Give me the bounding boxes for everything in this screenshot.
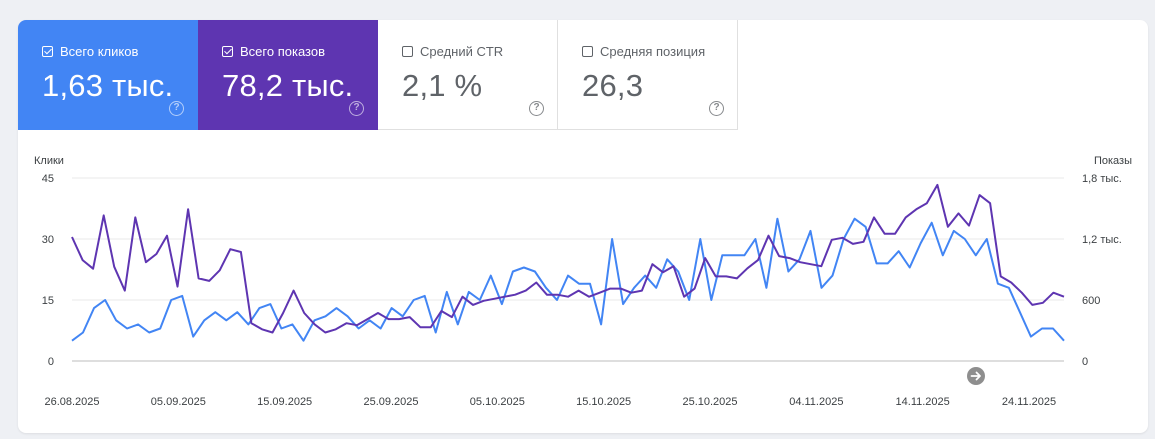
x-tick-label: 05.10.2025 bbox=[470, 396, 525, 408]
tile-label: Всего кликов bbox=[60, 44, 139, 59]
tile-header: Средняя позиция bbox=[582, 44, 705, 59]
left-tick-label: 45 bbox=[42, 173, 54, 185]
left-tick-label: 15 bbox=[42, 295, 54, 307]
tile-value: 78,2 тыс. bbox=[222, 68, 354, 103]
right-tick-label: 600 bbox=[1082, 295, 1100, 307]
x-tick-label: 15.09.2025 bbox=[257, 396, 312, 408]
grid-lines bbox=[72, 177, 1064, 362]
help-icon[interactable]: ? bbox=[169, 101, 184, 116]
checkbox-checked-icon[interactable] bbox=[42, 46, 53, 57]
checkbox-unchecked-icon[interactable] bbox=[582, 46, 593, 57]
tile-total-clicks[interactable]: Всего кликов 1,63 тыс. ? bbox=[18, 20, 198, 130]
tile-value: 26,3 bbox=[582, 68, 644, 103]
x-tick-label: 25.10.2025 bbox=[682, 396, 737, 408]
help-icon[interactable]: ? bbox=[529, 101, 544, 116]
tile-average-ctr[interactable]: Средний CTR 2,1 % ? bbox=[378, 20, 558, 130]
x-tick-label: 25.09.2025 bbox=[363, 396, 418, 408]
left-axis-ticks: 45 30 15 0 bbox=[42, 173, 54, 368]
performance-card: Всего кликов 1,63 тыс. ? Всего показов 7… bbox=[18, 20, 1148, 433]
checkbox-unchecked-icon[interactable] bbox=[402, 46, 413, 57]
help-icon[interactable]: ? bbox=[349, 101, 364, 116]
help-icon[interactable]: ? bbox=[709, 101, 724, 116]
tile-header: Средний CTR bbox=[402, 44, 503, 59]
tile-label: Всего показов bbox=[240, 44, 325, 59]
left-tick-label: 30 bbox=[42, 234, 54, 246]
x-tick-label: 05.09.2025 bbox=[151, 396, 206, 408]
x-tick-label: 26.08.2025 bbox=[44, 396, 99, 408]
tile-total-impressions[interactable]: Всего показов 78,2 тыс. ? bbox=[198, 20, 378, 130]
left-tick-label: 0 bbox=[48, 356, 54, 368]
x-axis-ticks: 26.08.2025 05.09.2025 15.09.2025 25.09.2025… bbox=[44, 396, 1056, 408]
right-axis-title: Показы bbox=[1094, 155, 1132, 167]
right-tick-label: 0 bbox=[1082, 356, 1088, 368]
left-axis-title: Клики bbox=[34, 155, 64, 167]
metric-tiles: Всего кликов 1,63 тыс. ? Всего показов 7… bbox=[18, 20, 738, 130]
right-axis-ticks: 1,8 тыс. 1,2 тыс. 600 0 bbox=[1082, 173, 1122, 368]
x-tick-label: 15.10.2025 bbox=[576, 396, 631, 408]
performance-chart: Клики Показы 45 30 15 0 1,8 тыс. 1,2 тыс. 600… bbox=[34, 155, 1132, 408]
tile-label: Средний CTR bbox=[420, 44, 504, 59]
right-tick-label: 1,2 тыс. bbox=[1082, 234, 1122, 246]
clicks-series-line bbox=[71, 217, 1065, 342]
checkbox-checked-icon[interactable] bbox=[222, 46, 233, 57]
tile-label: Средняя позиция bbox=[600, 44, 706, 59]
tile-value: 1,63 тыс. bbox=[42, 68, 174, 103]
x-tick-label: 24.11.2025 bbox=[1002, 396, 1056, 408]
tile-header: Всего показов bbox=[222, 44, 325, 59]
right-tick-label: 1,8 тыс. bbox=[1082, 173, 1122, 185]
series-lines bbox=[71, 183, 1065, 342]
impressions-series-line bbox=[71, 183, 1065, 334]
x-tick-label: 14.11.2025 bbox=[896, 396, 950, 408]
x-tick-label: 04.11.2025 bbox=[789, 396, 843, 408]
arrow-right-circle-icon[interactable] bbox=[967, 367, 985, 385]
tile-value: 2,1 % bbox=[402, 68, 483, 103]
tile-header: Всего кликов bbox=[42, 44, 138, 59]
tile-average-position[interactable]: Средняя позиция 26,3 ? bbox=[558, 20, 738, 130]
